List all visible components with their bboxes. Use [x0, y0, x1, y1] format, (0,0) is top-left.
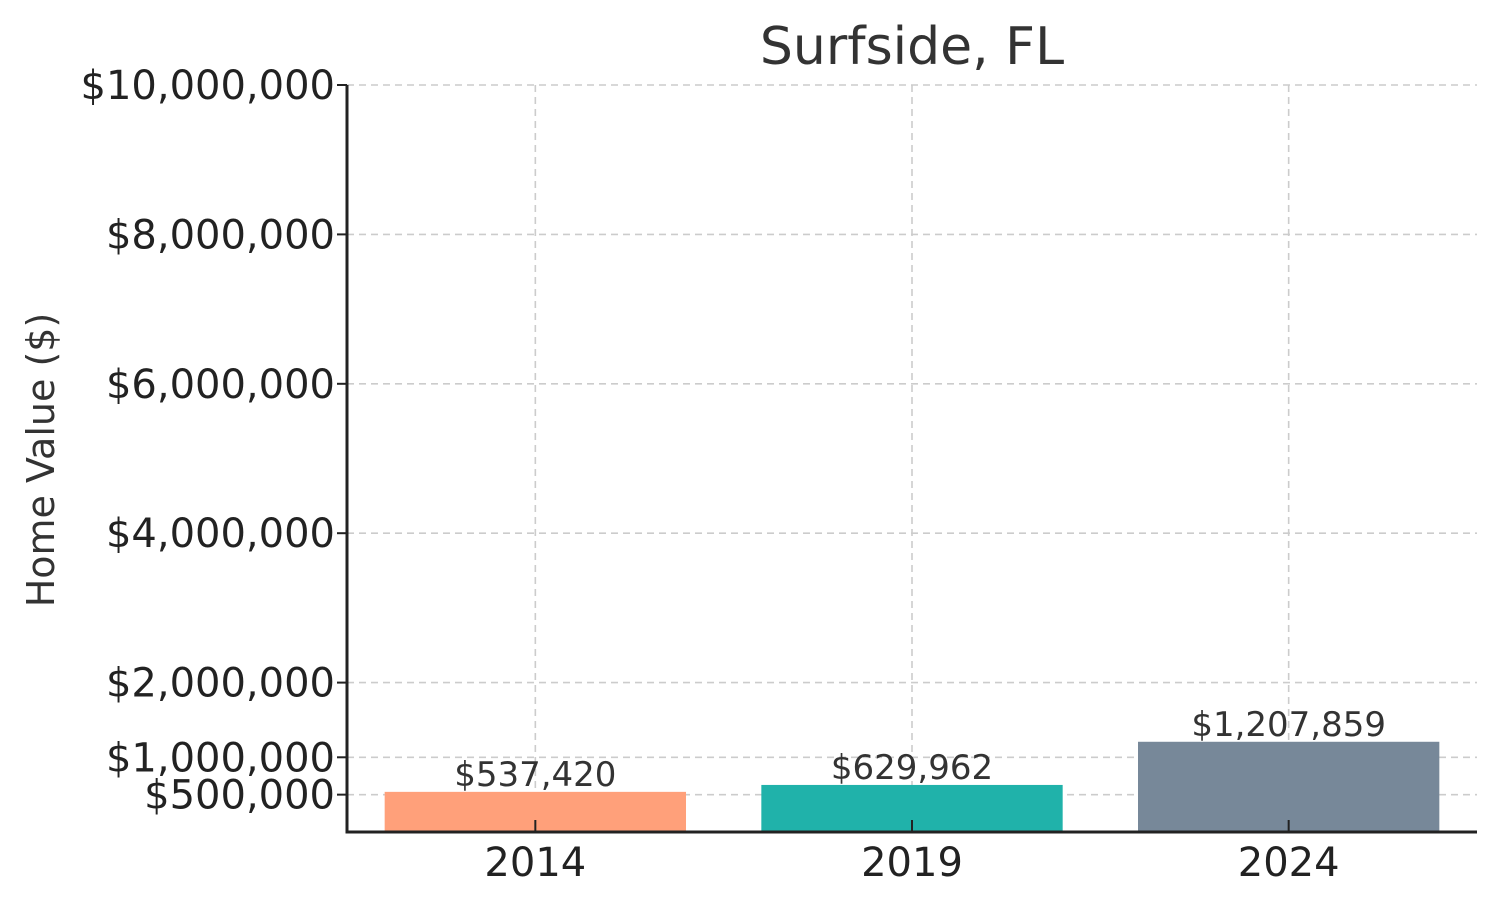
- y-tick-label: $1,000,000: [106, 735, 335, 781]
- x-tick-label-2014: 2014: [484, 840, 586, 886]
- data-label-2019: $629,962: [831, 748, 993, 788]
- y-tick-label: $2,000,000: [106, 661, 335, 707]
- data-label-2024: $1,207,859: [1191, 705, 1386, 745]
- y-tick-label: $6,000,000: [106, 362, 335, 408]
- y-tick-label: $500,000: [144, 773, 335, 819]
- bar-2024: [1138, 741, 1440, 832]
- y-axis-label: Home Value ($): [19, 313, 63, 608]
- y-tick-label: $10,000,000: [81, 63, 335, 109]
- x-tick-label-2024: 2024: [1238, 840, 1340, 886]
- y-tick-label: $8,000,000: [106, 212, 335, 258]
- y-tick-label: $4,000,000: [106, 511, 335, 557]
- bars: $537,420 $629,962 $1,207,859: [384, 705, 1440, 832]
- x-tick-label-2019: 2019: [861, 840, 963, 886]
- ticks: $500,000$1,000,000 $2,000,000 $4,000,000 $6…: [81, 63, 1340, 886]
- chart-title: Surfside, FL: [760, 17, 1064, 77]
- data-label-2014: $537,420: [454, 755, 616, 795]
